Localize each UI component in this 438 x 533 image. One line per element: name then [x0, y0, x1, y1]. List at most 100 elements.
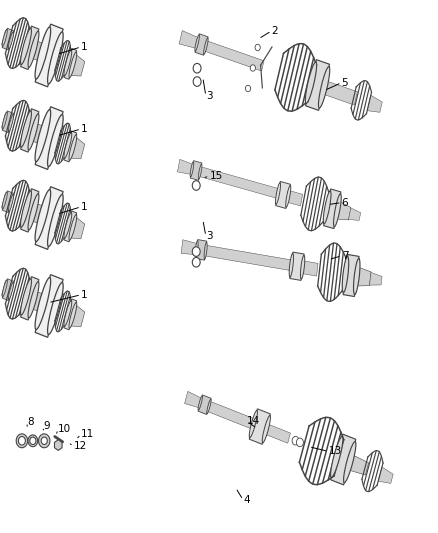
Text: 1: 1	[81, 42, 88, 52]
Ellipse shape	[323, 191, 331, 224]
Polygon shape	[70, 137, 85, 159]
Polygon shape	[205, 41, 264, 71]
Polygon shape	[302, 261, 318, 276]
Text: 13: 13	[328, 447, 342, 456]
Ellipse shape	[331, 437, 343, 478]
Polygon shape	[2, 281, 13, 297]
Ellipse shape	[249, 410, 258, 438]
Polygon shape	[343, 254, 359, 296]
Polygon shape	[64, 211, 77, 242]
Ellipse shape	[2, 112, 7, 129]
Ellipse shape	[204, 242, 207, 259]
Ellipse shape	[69, 302, 77, 328]
Text: 3: 3	[206, 231, 212, 241]
Ellipse shape	[69, 134, 77, 160]
Polygon shape	[2, 279, 14, 301]
Polygon shape	[370, 272, 382, 285]
Polygon shape	[177, 159, 195, 175]
Polygon shape	[2, 28, 14, 50]
Polygon shape	[195, 240, 207, 260]
Polygon shape	[356, 267, 371, 286]
Polygon shape	[184, 391, 204, 408]
Text: 14: 14	[247, 416, 260, 426]
Text: 15: 15	[209, 171, 223, 181]
Polygon shape	[349, 208, 360, 221]
Circle shape	[192, 257, 200, 267]
Polygon shape	[31, 41, 43, 61]
Ellipse shape	[28, 114, 39, 150]
Polygon shape	[70, 54, 85, 76]
Text: 10: 10	[58, 424, 71, 434]
Ellipse shape	[35, 190, 51, 241]
Ellipse shape	[343, 441, 356, 483]
Polygon shape	[208, 401, 258, 430]
Polygon shape	[31, 203, 43, 223]
Polygon shape	[64, 49, 77, 79]
Ellipse shape	[21, 279, 32, 315]
Ellipse shape	[28, 281, 39, 318]
Ellipse shape	[207, 399, 211, 414]
Polygon shape	[199, 167, 282, 199]
Circle shape	[193, 77, 201, 86]
Ellipse shape	[2, 280, 7, 297]
Polygon shape	[322, 80, 357, 105]
Polygon shape	[21, 26, 39, 69]
Ellipse shape	[64, 301, 72, 326]
Polygon shape	[35, 107, 63, 169]
Ellipse shape	[69, 214, 77, 240]
Ellipse shape	[305, 62, 317, 103]
Polygon shape	[21, 109, 39, 152]
Text: 9: 9	[44, 422, 50, 431]
Polygon shape	[2, 113, 13, 129]
Polygon shape	[54, 440, 62, 450]
Circle shape	[245, 85, 251, 92]
Ellipse shape	[262, 415, 270, 443]
Ellipse shape	[2, 192, 7, 209]
Polygon shape	[70, 217, 85, 239]
Polygon shape	[35, 24, 63, 87]
Ellipse shape	[21, 28, 32, 64]
Ellipse shape	[198, 164, 202, 180]
Ellipse shape	[64, 213, 72, 238]
Ellipse shape	[48, 282, 63, 335]
Polygon shape	[331, 434, 356, 485]
Circle shape	[192, 247, 200, 256]
Ellipse shape	[28, 193, 39, 230]
Ellipse shape	[333, 193, 341, 227]
Ellipse shape	[35, 27, 51, 79]
Ellipse shape	[8, 195, 14, 212]
Ellipse shape	[342, 256, 349, 293]
Ellipse shape	[190, 161, 194, 177]
Polygon shape	[195, 34, 208, 55]
Polygon shape	[290, 252, 304, 280]
Polygon shape	[306, 60, 329, 110]
Polygon shape	[2, 111, 14, 133]
Polygon shape	[367, 95, 382, 112]
Text: 6: 6	[342, 198, 348, 207]
Text: 4: 4	[243, 495, 250, 505]
Polygon shape	[64, 131, 77, 162]
Circle shape	[297, 438, 304, 447]
Ellipse shape	[198, 395, 202, 410]
Polygon shape	[31, 291, 43, 311]
Polygon shape	[35, 274, 63, 337]
Ellipse shape	[8, 32, 14, 49]
Polygon shape	[21, 277, 39, 320]
Text: 1: 1	[81, 124, 88, 134]
Circle shape	[193, 63, 201, 73]
Polygon shape	[249, 409, 270, 445]
Ellipse shape	[276, 183, 280, 204]
Ellipse shape	[8, 115, 14, 132]
Polygon shape	[179, 30, 201, 49]
Polygon shape	[35, 187, 63, 249]
Ellipse shape	[48, 32, 63, 84]
Text: 8: 8	[27, 417, 34, 427]
Ellipse shape	[2, 29, 7, 46]
Polygon shape	[64, 299, 77, 330]
Polygon shape	[70, 305, 85, 327]
Ellipse shape	[28, 31, 39, 68]
Text: 5: 5	[342, 78, 348, 87]
Polygon shape	[181, 240, 199, 255]
Ellipse shape	[353, 259, 360, 295]
Polygon shape	[2, 193, 13, 209]
